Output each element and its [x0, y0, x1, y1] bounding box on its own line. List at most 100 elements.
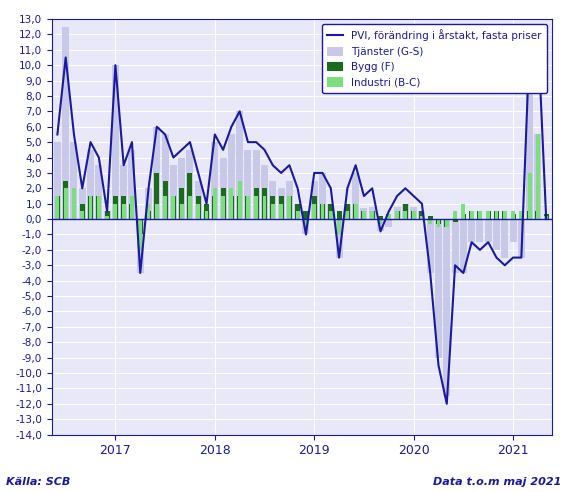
Bar [369, 207, 376, 219]
Bar [451, 219, 459, 273]
PVI, förändring i årstakt, fasta priser [195, 170, 202, 176]
Bar [80, 204, 84, 219]
Bar [526, 42, 533, 219]
Line: PVI, förändring i årstakt, fasta priser: PVI, förändring i årstakt, fasta priser [57, 34, 546, 404]
Bar [162, 134, 168, 219]
Bar [286, 181, 293, 219]
PVI, förändring i årstakt, fasta priser [543, 216, 549, 222]
Bar [244, 150, 252, 219]
Bar [518, 219, 525, 258]
Bar [270, 196, 275, 219]
Bar [485, 219, 492, 242]
Bar [511, 215, 515, 219]
Bar [121, 196, 126, 219]
Bar [287, 196, 291, 219]
Bar [361, 208, 367, 219]
Bar [230, 188, 233, 219]
Bar [238, 181, 242, 219]
PVI, förändring i årstakt, fasta priser [178, 147, 185, 153]
PVI, förändring i årstakt, fasta priser [535, 31, 541, 37]
Bar [445, 219, 449, 227]
PVI, förändring i årstakt, fasta priser [219, 147, 226, 153]
Bar [320, 204, 325, 219]
Bar [55, 196, 60, 219]
Bar [304, 219, 308, 227]
Bar [204, 204, 209, 219]
Bar [460, 219, 467, 273]
Bar [403, 204, 408, 219]
Bar [253, 150, 260, 219]
Bar [130, 196, 134, 219]
Bar [443, 219, 450, 396]
Bar [87, 150, 94, 219]
Bar [278, 188, 285, 219]
Bar [418, 212, 425, 219]
Bar [188, 173, 192, 219]
Bar [137, 219, 144, 273]
Bar [404, 212, 407, 219]
Bar [420, 212, 424, 219]
Bar [56, 196, 60, 219]
Bar [261, 165, 268, 219]
Bar [211, 142, 218, 219]
Bar [427, 219, 434, 273]
Bar [278, 196, 284, 219]
Bar [328, 204, 333, 219]
Bar [219, 157, 227, 219]
Bar [221, 196, 225, 219]
Bar [503, 212, 507, 219]
Bar [370, 212, 375, 219]
Bar [510, 219, 517, 242]
Bar [469, 212, 474, 219]
PVI, förändring i årstakt, fasta priser [361, 193, 367, 199]
Bar [236, 111, 243, 219]
Bar [493, 219, 500, 250]
Bar [452, 219, 458, 222]
Bar [476, 219, 484, 242]
Bar [62, 27, 69, 219]
Bar [428, 216, 433, 219]
Bar [194, 181, 202, 219]
Bar [377, 219, 384, 231]
Bar [353, 204, 358, 219]
Bar [104, 212, 111, 219]
Bar [327, 204, 335, 219]
Bar [262, 188, 267, 219]
Bar [163, 181, 168, 219]
Bar [254, 196, 258, 219]
Bar [279, 204, 283, 219]
Bar [435, 219, 442, 358]
Bar [153, 127, 160, 219]
Bar [379, 219, 382, 224]
Bar [171, 196, 176, 219]
Bar [478, 212, 482, 219]
Legend: PVI, förändring i årstakt, fasta priser, Tjänster (G-S), Bygg (F), Industri (B-C: PVI, förändring i årstakt, fasta priser,… [322, 24, 547, 93]
Bar [287, 196, 292, 219]
Bar [519, 215, 524, 219]
Bar [70, 142, 78, 219]
Bar [170, 165, 177, 219]
Bar [88, 196, 93, 219]
Bar [237, 196, 242, 219]
Bar [97, 196, 101, 219]
Bar [196, 204, 200, 219]
Bar [254, 188, 259, 219]
Bar [105, 212, 109, 219]
Bar [393, 207, 401, 219]
Bar [319, 173, 326, 219]
Bar [228, 134, 235, 219]
Bar [312, 196, 317, 219]
Bar [329, 212, 333, 219]
Bar [179, 188, 184, 219]
Bar [72, 188, 76, 219]
Bar [188, 196, 192, 219]
Bar [387, 215, 391, 219]
Text: Data t.o.m maj 2021: Data t.o.m maj 2021 [433, 477, 561, 487]
Bar [122, 204, 126, 219]
Bar [395, 212, 399, 219]
Bar [362, 212, 366, 219]
Bar [271, 204, 275, 219]
Bar [88, 196, 92, 219]
Bar [54, 142, 61, 219]
Bar [344, 204, 351, 219]
